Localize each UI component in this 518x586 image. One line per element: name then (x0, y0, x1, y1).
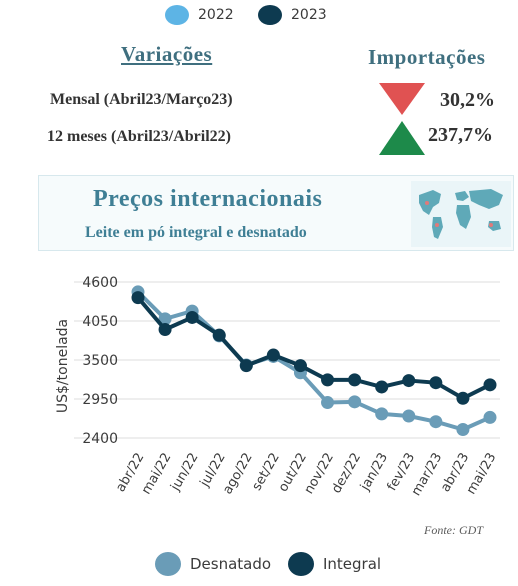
data-point-desnatado (348, 395, 362, 409)
data-point-desnatado (402, 409, 416, 423)
yearly-variation-value: 237,7% (428, 124, 493, 146)
legend-item-desnatado: Desnatado (155, 551, 271, 577)
data-point-integral (266, 348, 280, 362)
y-axis-label: US$/tonelada (55, 319, 71, 413)
top-legend: 2022 2023 (0, 4, 518, 26)
data-point-desnatado (375, 407, 389, 421)
legend-label-2022: 2022 (198, 7, 234, 23)
legend-marker-2023 (258, 5, 282, 25)
up-triangle-icon (379, 121, 425, 155)
world-map-icon (411, 181, 511, 247)
banner-title: Preços internacionais (93, 186, 323, 212)
legend-label-desnatado: Desnatado (190, 555, 272, 573)
data-point-integral (131, 291, 145, 305)
data-point-desnatado (429, 415, 443, 429)
variations-title: Variações (121, 42, 213, 66)
legend-marker-2022 (165, 5, 189, 25)
legend-marker-desnatado (155, 552, 181, 576)
y-tick-label: 4050 (82, 314, 118, 330)
imports-title: Importações (368, 45, 486, 69)
y-tick-label: 2950 (82, 392, 118, 408)
data-point-integral (348, 373, 362, 387)
legend-item-2023: 2023 (258, 4, 327, 26)
data-point-integral (483, 378, 497, 392)
y-tick-label: 4600 (82, 275, 118, 291)
y-tick-label: 3500 (82, 353, 118, 369)
legend-label-integral: Integral (323, 555, 382, 573)
data-point-integral (239, 359, 253, 373)
data-point-desnatado (321, 396, 335, 410)
yearly-variation-label: 12 meses (Abril23/Abril22) (47, 128, 231, 145)
legend-marker-integral (288, 552, 314, 576)
data-point-integral (158, 323, 172, 337)
data-point-desnatado (483, 410, 497, 424)
data-point-integral (185, 310, 199, 324)
monthly-variation-value: 30,2% (440, 89, 495, 111)
legend-label-2023: 2023 (291, 7, 327, 23)
bottom-legend: Desnatado Integral (0, 551, 518, 577)
data-point-desnatado (158, 312, 172, 326)
legend-item-2022: 2022 (165, 4, 234, 26)
data-point-integral (402, 374, 416, 388)
price-line-chart: 46004050350029502400US$/toneladaabr/22ma… (55, 275, 500, 499)
monthly-variation-label: Mensal (Abril23/Março23) (50, 91, 233, 108)
data-point-integral (293, 359, 307, 373)
banner-subtitle: Leite em pó integral e desnatado (85, 224, 307, 241)
data-point-desnatado (456, 422, 470, 436)
data-point-integral (212, 328, 226, 342)
data-point-integral (321, 373, 335, 387)
down-triangle-icon (379, 83, 425, 115)
y-tick-label: 2400 (82, 431, 118, 447)
data-point-integral (375, 380, 389, 394)
source-note: Fonte: GDT (424, 523, 483, 537)
international-prices-banner: Preços internacionais Leite em pó integr… (38, 175, 514, 251)
legend-item-integral: Integral (288, 551, 381, 577)
data-point-integral (456, 391, 470, 405)
data-point-integral (429, 376, 443, 390)
